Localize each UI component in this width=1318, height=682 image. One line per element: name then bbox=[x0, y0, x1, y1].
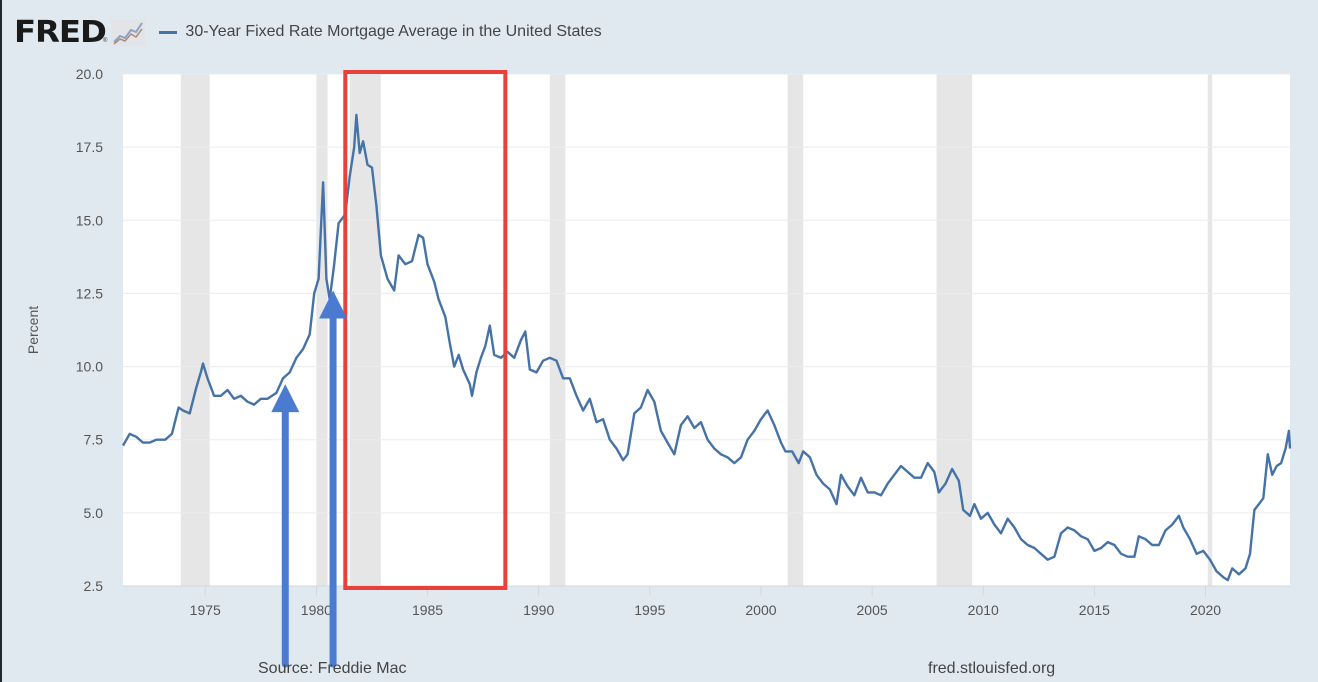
y-tick-label: 12.5 bbox=[76, 285, 103, 301]
gridlines bbox=[123, 73, 1290, 587]
recession-band bbox=[549, 74, 566, 586]
x-tick-label: 2000 bbox=[745, 602, 776, 618]
x-tick-label: 2015 bbox=[1079, 602, 1110, 618]
recession-band bbox=[316, 74, 328, 586]
series-line-mortgage-rate[interactable] bbox=[121, 113, 1292, 582]
source-label: Source: Freddie Mac bbox=[258, 660, 407, 677]
line-chart-icon bbox=[111, 20, 146, 46]
x-tick-label: 1975 bbox=[190, 602, 221, 618]
fred-logo[interactable]: FRED bbox=[14, 14, 107, 50]
legend-swatch bbox=[159, 30, 178, 34]
recession-bands bbox=[180, 74, 1213, 586]
plot-area bbox=[123, 74, 1290, 586]
y-tick-label: 5.0 bbox=[84, 505, 104, 521]
recession-band bbox=[787, 74, 804, 586]
y-axis: 2.5 5.0 7.5 10.0 12.5 15.0 17.5 20.0 bbox=[76, 66, 103, 594]
chart-header: FRED ® 30-Year Fixed Rate Mortgage Avera… bbox=[14, 12, 602, 52]
annotations bbox=[271, 70, 508, 668]
annotation-highlight-box bbox=[343, 70, 508, 590]
x-axis: 1975 1980 1985 1990 1995 2000 2005 2010 2015 2020 bbox=[190, 586, 1221, 618]
recession-band bbox=[1207, 74, 1213, 586]
x-tick-label: 1995 bbox=[634, 602, 665, 618]
x-tick-label: 1990 bbox=[523, 602, 554, 618]
y-tick-label: 10.0 bbox=[76, 359, 103, 375]
legend-label[interactable]: 30-Year Fixed Rate Mortgage Average in t… bbox=[185, 23, 602, 40]
recession-band bbox=[180, 74, 210, 586]
registered-mark: ® bbox=[103, 38, 108, 44]
y-tick-label: 7.5 bbox=[84, 432, 104, 448]
recession-band bbox=[936, 74, 973, 586]
x-tick-label: 2020 bbox=[1190, 602, 1221, 618]
x-tick-label: 2005 bbox=[857, 602, 888, 618]
window-left-border bbox=[0, 0, 2, 682]
x-tick-label: 1985 bbox=[412, 602, 443, 618]
y-tick-label: 17.5 bbox=[76, 139, 103, 155]
y-tick-label: 20.0 bbox=[76, 66, 103, 82]
y-axis-title: Percent bbox=[25, 306, 41, 354]
x-tick-label: 2010 bbox=[968, 602, 999, 618]
y-tick-label: 2.5 bbox=[84, 578, 104, 594]
legend: 30-Year Fixed Rate Mortgage Average in t… bbox=[159, 23, 602, 41]
site-link[interactable]: fred.stlouisfed.org bbox=[928, 660, 1056, 677]
annotation-arrow-head bbox=[271, 384, 300, 413]
x-tick-label: 1980 bbox=[301, 602, 332, 618]
y-tick-label: 15.0 bbox=[76, 212, 103, 228]
annotation-arrow-head bbox=[319, 290, 348, 319]
